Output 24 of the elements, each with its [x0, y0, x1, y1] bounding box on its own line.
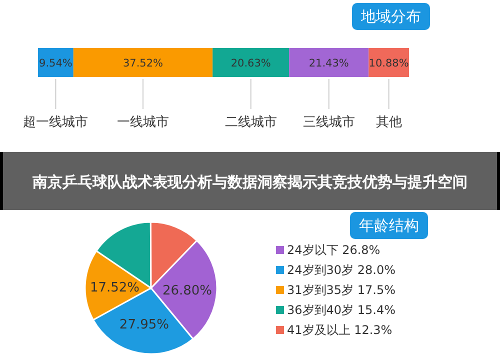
text: 三线城市	[302, 115, 355, 130]
data-label: 17.52%	[90, 280, 140, 296]
data-label: 27.95%	[119, 318, 169, 333]
chart-title: 年龄结构	[359, 216, 419, 234]
text: 一线城市	[116, 115, 169, 130]
text: 超一线城市	[23, 115, 88, 130]
bar	[73, 48, 213, 77]
legend-label: 31岁到35岁 17.5%	[287, 283, 396, 297]
bar	[289, 48, 369, 77]
bar	[212, 48, 290, 77]
text: 二线城市	[224, 115, 277, 130]
chart-title: 地域分布	[360, 8, 421, 26]
text: 其他	[376, 115, 402, 130]
data-label: 21.43%	[308, 58, 349, 70]
legend-label: 41岁及以上 12.3%	[287, 323, 392, 337]
legend-label: 24岁以下 26.8%	[287, 243, 380, 257]
data-label: 26.80%	[162, 283, 212, 298]
text: 南京乒乓球队战术表现分析与数据洞察揭示其竞技优势与提升空间	[32, 173, 468, 191]
data-label: 10.88%	[368, 58, 409, 70]
data-label: 20.63%	[230, 58, 271, 70]
legend-label: 36岁到40岁 15.4%	[287, 303, 396, 317]
legend-label: 24岁到30岁 28.0%	[287, 263, 396, 277]
data-label: 9.54%	[39, 58, 72, 70]
data-label: 37.52%	[122, 58, 164, 70]
